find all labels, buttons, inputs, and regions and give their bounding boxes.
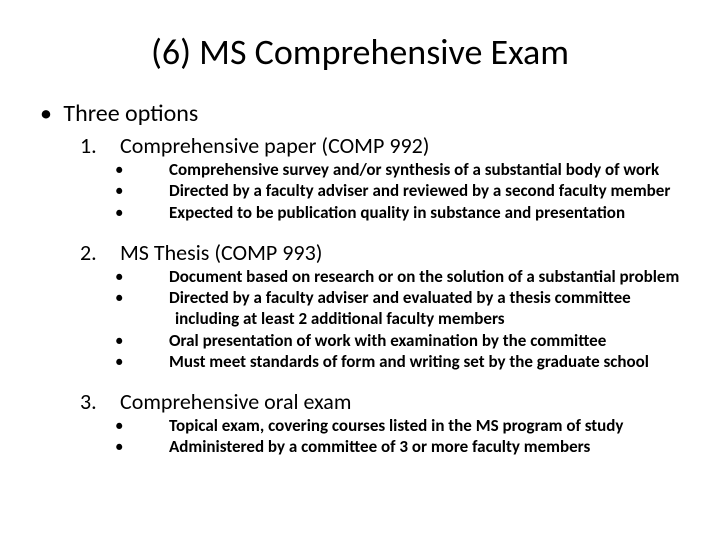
option-3-point: Administered by a committee of 3 or more… [155,436,690,457]
option-3-heading: 3. Comprehensive oral exam [80,388,690,415]
option-number: 1. [80,132,120,159]
option-2-point: Directed by a faculty adviser and evalua… [155,287,690,330]
option-number: 2. [80,239,120,266]
option-heading-text: Comprehensive paper (COMP 992) [120,132,429,159]
slide-title: (6) MS Comprehensive Exam [30,30,690,74]
option-heading-text: MS Thesis (COMP 993) [120,239,322,266]
intro-bullet: Three options [40,99,690,128]
option-2-heading: 2. MS Thesis (COMP 993) [80,239,690,266]
slide: (6) MS Comprehensive Exam Three options … [0,0,720,540]
option-2-point: Oral presentation of work with examinati… [155,330,690,351]
option-number: 3. [80,388,120,415]
option-3-point: Topical exam, covering courses listed in… [155,415,690,436]
option-heading-text: Comprehensive oral exam [120,388,351,415]
option-2-point: Document based on research or on the sol… [155,266,690,287]
option-1-heading: 1. Comprehensive paper (COMP 992) [80,132,690,159]
option-1-point: Expected to be publication quality in su… [155,202,690,223]
option-1-point: Directed by a faculty adviser and review… [155,180,690,201]
option-1-point: Comprehensive survey and/or synthesis of… [155,159,690,180]
option-2-point: Must meet standards of form and writing … [155,351,690,372]
